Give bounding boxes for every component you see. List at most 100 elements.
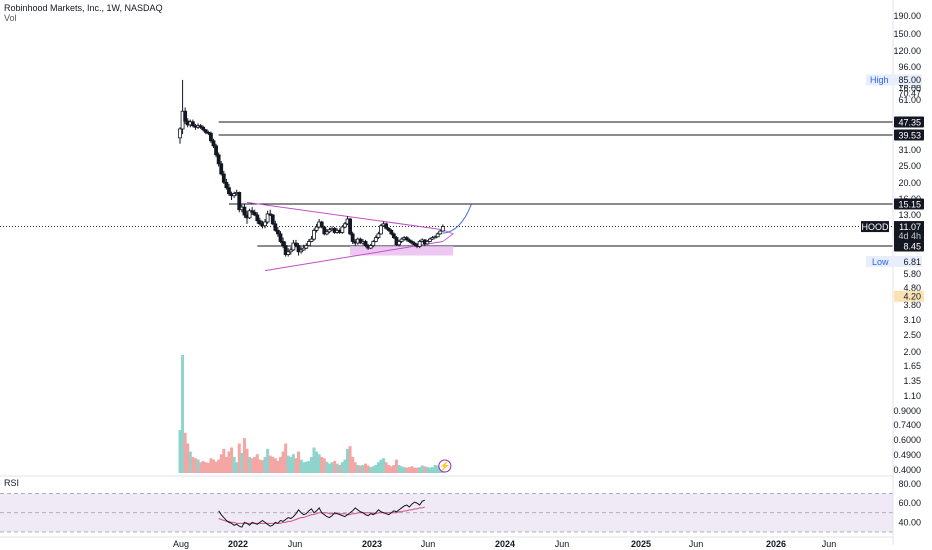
price-tick-label: 120.00 <box>893 46 921 56</box>
candle-body <box>322 226 327 235</box>
time-tick-label: Jun <box>421 539 436 549</box>
volume-bar <box>415 467 419 473</box>
candle-body <box>250 210 255 213</box>
candle-body <box>384 223 389 229</box>
volume-bar <box>312 447 316 473</box>
time-tick-label: Jun <box>689 539 704 549</box>
candle-body <box>314 226 319 231</box>
volume-bar <box>181 355 185 473</box>
candle-body <box>371 241 376 246</box>
low-value: 6.81 <box>903 257 921 267</box>
volume-bar <box>405 467 409 473</box>
volume-bar <box>389 466 393 473</box>
volume-bar <box>214 461 218 473</box>
volume-bar <box>382 458 386 473</box>
lightning-icon <box>438 459 452 473</box>
candle-body <box>348 218 352 235</box>
volume-bar <box>371 466 375 473</box>
candle-body <box>216 154 221 165</box>
candle-body <box>296 245 301 253</box>
volume-bar <box>193 458 197 473</box>
price-tick-label: 1.65 <box>903 361 921 371</box>
high-tag-box <box>866 74 922 86</box>
candle-body <box>214 145 218 156</box>
time-tick-label: Aug <box>173 539 189 549</box>
volume-bar <box>260 460 264 473</box>
candle-body <box>397 241 401 246</box>
candle-body <box>252 211 257 216</box>
volume-bar <box>392 464 396 473</box>
candle-body <box>257 220 262 225</box>
price-tick-label: 31.00 <box>898 145 921 155</box>
volume-bar <box>284 443 288 473</box>
support-zone <box>350 246 454 256</box>
candle-body <box>440 226 445 232</box>
volume-bar <box>428 467 432 473</box>
rsi-tick-label: 60.00 <box>898 498 921 508</box>
level-tag-box <box>894 116 924 128</box>
candle-body <box>283 245 288 255</box>
volume-bar <box>376 462 380 473</box>
volume-bar <box>250 458 254 473</box>
triangle-lower-line <box>264 240 443 272</box>
candle-body <box>327 229 332 233</box>
candle-body <box>268 213 273 216</box>
candle-body <box>203 129 208 133</box>
volume-bar <box>255 454 259 473</box>
last-price-box <box>894 221 924 242</box>
volume-bar <box>188 451 192 473</box>
candles <box>178 79 445 257</box>
volume-bar <box>235 462 239 473</box>
rsi-tick-label: 80.00 <box>898 479 921 489</box>
price-tick-label: 20.00 <box>898 178 921 188</box>
volume-bar <box>268 455 272 473</box>
rsi-band-layer <box>0 475 893 538</box>
time-tick-label: 2026 <box>766 539 786 549</box>
volume-bar <box>281 451 285 473</box>
symbol-label: HOOD <box>862 222 890 232</box>
candle-body <box>404 237 409 241</box>
volume-bar <box>248 456 252 473</box>
volume-bar <box>330 462 334 473</box>
volume-bar <box>183 432 187 473</box>
high-value: 85.00 <box>898 75 921 85</box>
volume-bar <box>387 464 391 473</box>
volume-bar <box>201 460 205 473</box>
volume-bar <box>410 466 414 473</box>
candle-body <box>389 229 394 235</box>
level-tag: 15.15 <box>898 199 921 209</box>
low-tag-box <box>866 256 922 268</box>
price-tick-label: 0.4000 <box>893 465 921 475</box>
projection-curve <box>442 204 472 234</box>
volume-bar <box>369 467 373 473</box>
time-tick-label: 2024 <box>495 539 515 549</box>
volume-bar <box>423 466 427 473</box>
chart-title: Robinhood Markets, Inc., 1W, NASDAQ <box>4 3 163 13</box>
candle-body <box>201 126 206 131</box>
volume-bar <box>315 451 319 473</box>
candle-body <box>224 181 229 189</box>
volume-bar <box>219 454 223 473</box>
price-tick-label: 96.00 <box>898 62 921 72</box>
candle-body <box>219 163 224 175</box>
countdown-label: 4d 4h <box>898 231 921 241</box>
candle-body <box>294 242 298 246</box>
volume-bar <box>309 456 313 473</box>
high-label: High <box>870 75 889 85</box>
extra-price-label: 4.20 <box>903 292 921 302</box>
volume-bars <box>178 355 445 473</box>
price-tick-label: 2.00 <box>903 347 921 357</box>
volume-bar <box>384 462 388 473</box>
volume-bar <box>353 462 357 473</box>
volume-bar <box>253 456 257 473</box>
volume-bar <box>374 464 378 473</box>
volume-bar <box>271 456 275 473</box>
level-tag: 39.53 <box>898 130 921 140</box>
volume-bar <box>302 462 306 473</box>
volume-bar <box>240 452 244 473</box>
triangle-apex <box>442 229 454 242</box>
symbol-tag-box <box>861 221 889 233</box>
candle-body <box>270 214 275 225</box>
volume-bar <box>420 465 424 473</box>
